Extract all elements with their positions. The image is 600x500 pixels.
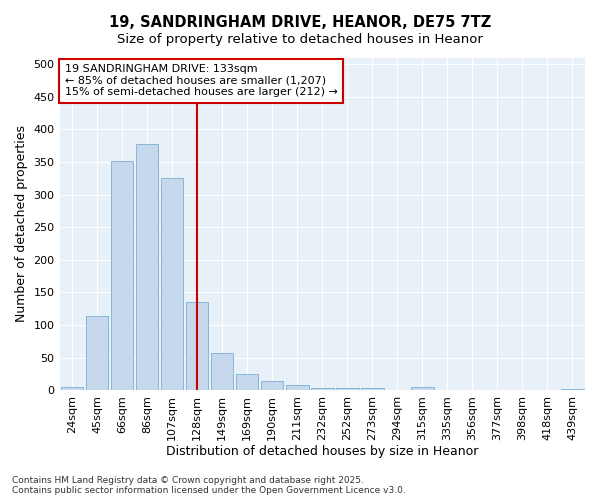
Bar: [411, 387, 434, 390]
X-axis label: Distribution of detached houses by size in Heanor: Distribution of detached houses by size …: [166, 444, 478, 458]
Bar: [111, 160, 133, 390]
Bar: [61, 387, 83, 390]
Bar: [261, 381, 283, 390]
Text: 19, SANDRINGHAM DRIVE, HEANOR, DE75 7TZ: 19, SANDRINGHAM DRIVE, HEANOR, DE75 7TZ: [109, 15, 491, 30]
Bar: [236, 374, 259, 390]
Bar: [136, 144, 158, 390]
Text: Contains HM Land Registry data © Crown copyright and database right 2025.
Contai: Contains HM Land Registry data © Crown c…: [12, 476, 406, 495]
Bar: [561, 389, 584, 390]
Bar: [161, 178, 184, 390]
Bar: [186, 302, 208, 390]
Text: 19 SANDRINGHAM DRIVE: 133sqm
← 85% of detached houses are smaller (1,207)
15% of: 19 SANDRINGHAM DRIVE: 133sqm ← 85% of de…: [65, 64, 338, 98]
Text: Size of property relative to detached houses in Heanor: Size of property relative to detached ho…: [117, 32, 483, 46]
Y-axis label: Number of detached properties: Number of detached properties: [15, 126, 28, 322]
Bar: [286, 385, 308, 390]
Bar: [361, 388, 383, 390]
Bar: [311, 388, 334, 390]
Bar: [86, 316, 109, 390]
Bar: [211, 353, 233, 391]
Bar: [336, 388, 359, 390]
